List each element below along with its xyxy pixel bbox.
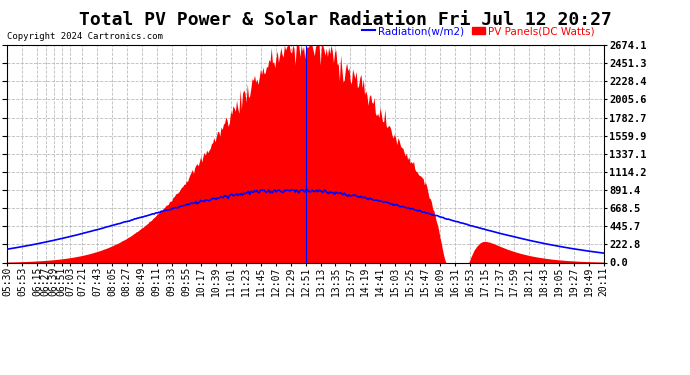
Text: Copyright 2024 Cartronics.com: Copyright 2024 Cartronics.com [7,32,163,41]
Text: Total PV Power & Solar Radiation Fri Jul 12 20:27: Total PV Power & Solar Radiation Fri Jul… [79,11,611,29]
Legend: Radiation(w/m2), PV Panels(DC Watts): Radiation(w/m2), PV Panels(DC Watts) [358,22,598,40]
